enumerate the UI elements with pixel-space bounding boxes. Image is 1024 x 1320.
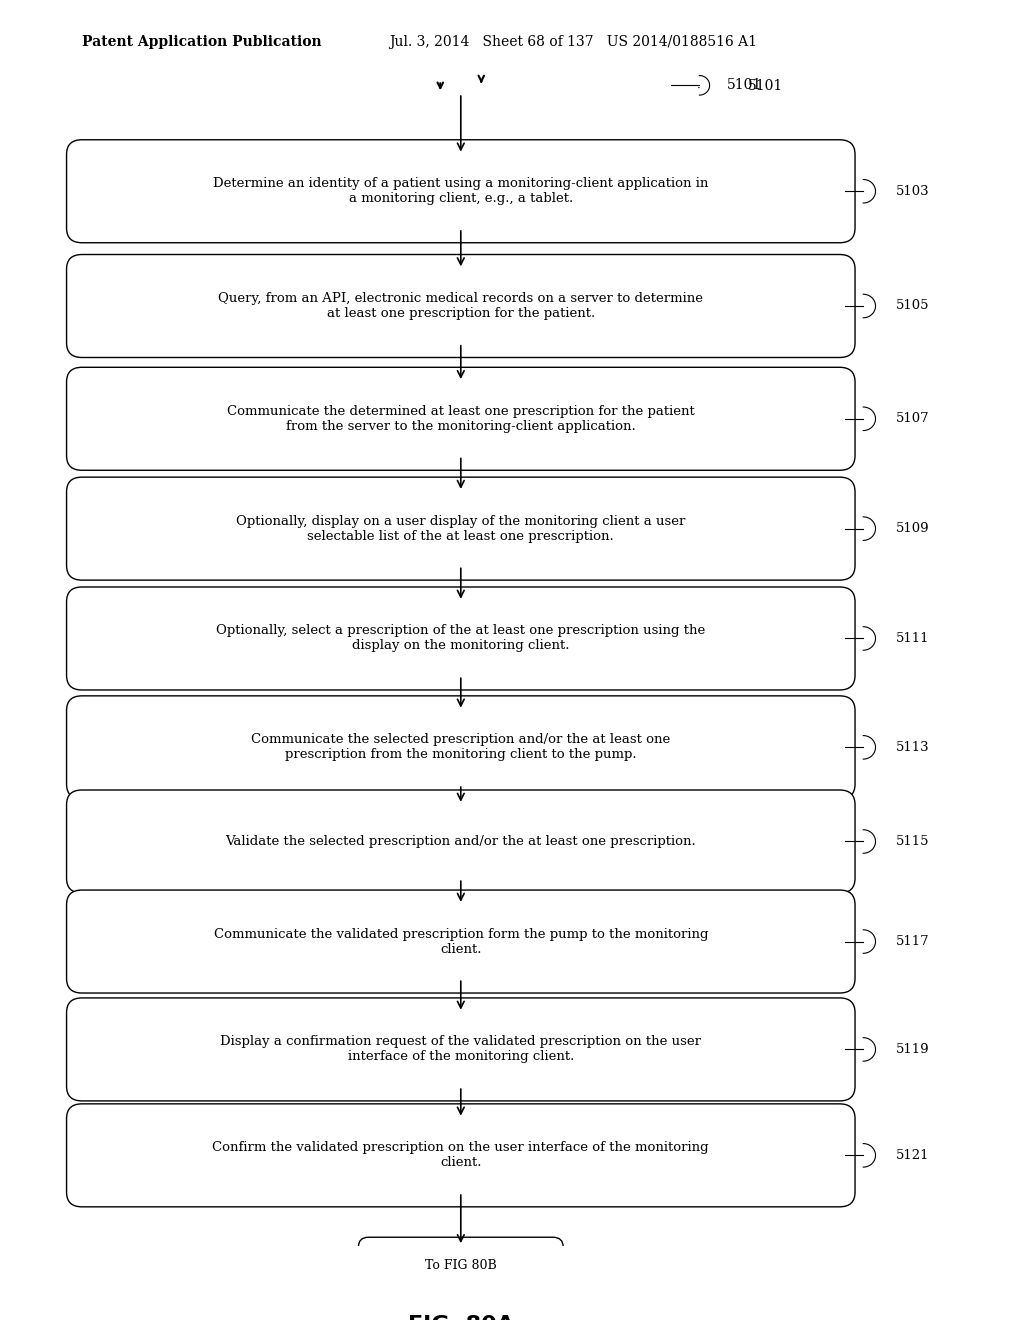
Text: 5111: 5111 (896, 632, 930, 645)
FancyBboxPatch shape (67, 789, 855, 894)
FancyBboxPatch shape (67, 998, 855, 1101)
Text: Query, from an API, electronic medical records on a server to determine
at least: Query, from an API, electronic medical r… (218, 292, 703, 319)
Text: To FIG 80B: To FIG 80B (425, 1259, 497, 1272)
Text: Determine an identity of a patient using a monitoring-client application in
a mo: Determine an identity of a patient using… (213, 177, 709, 205)
Text: Communicate the selected prescription and/or the at least one
prescription from : Communicate the selected prescription an… (251, 734, 671, 762)
FancyBboxPatch shape (67, 1104, 855, 1206)
FancyBboxPatch shape (67, 367, 855, 470)
Text: 5115: 5115 (896, 836, 930, 847)
Text: Patent Application Publication: Patent Application Publication (82, 36, 322, 49)
Text: 5107: 5107 (896, 412, 930, 425)
Text: Optionally, display on a user display of the monitoring client a user
selectable: Optionally, display on a user display of… (237, 515, 685, 543)
FancyBboxPatch shape (67, 587, 855, 690)
FancyBboxPatch shape (67, 255, 855, 358)
Text: 5101: 5101 (748, 79, 782, 94)
Text: Validate the selected prescription and/or the at least one prescription.: Validate the selected prescription and/o… (225, 836, 696, 847)
Text: FIG. 80A: FIG. 80A (408, 1315, 514, 1320)
FancyBboxPatch shape (67, 696, 855, 799)
Text: 5105: 5105 (896, 300, 930, 313)
Text: Communicate the validated prescription form the pump to the monitoring
client.: Communicate the validated prescription f… (214, 928, 708, 956)
Text: Optionally, select a prescription of the at least one prescription using the
dis: Optionally, select a prescription of the… (216, 624, 706, 652)
Text: Confirm the validated prescription on the user interface of the monitoring
clien: Confirm the validated prescription on th… (213, 1142, 709, 1170)
FancyBboxPatch shape (358, 1237, 563, 1294)
Text: 5109: 5109 (896, 523, 930, 535)
Text: 5121: 5121 (896, 1148, 930, 1162)
Text: 5117: 5117 (896, 935, 930, 948)
Text: 5101: 5101 (727, 78, 762, 92)
Text: 5113: 5113 (896, 741, 930, 754)
FancyBboxPatch shape (67, 140, 855, 243)
Text: Jul. 3, 2014   Sheet 68 of 137   US 2014/0188516 A1: Jul. 3, 2014 Sheet 68 of 137 US 2014/018… (389, 36, 757, 49)
Text: 5119: 5119 (896, 1043, 930, 1056)
FancyBboxPatch shape (67, 477, 855, 579)
FancyBboxPatch shape (67, 890, 855, 993)
Text: Communicate the determined at least one prescription for the patient
from the se: Communicate the determined at least one … (227, 405, 694, 433)
Text: Display a confirmation request of the validated prescription on the user
interfa: Display a confirmation request of the va… (220, 1035, 701, 1064)
Text: 5103: 5103 (896, 185, 930, 198)
